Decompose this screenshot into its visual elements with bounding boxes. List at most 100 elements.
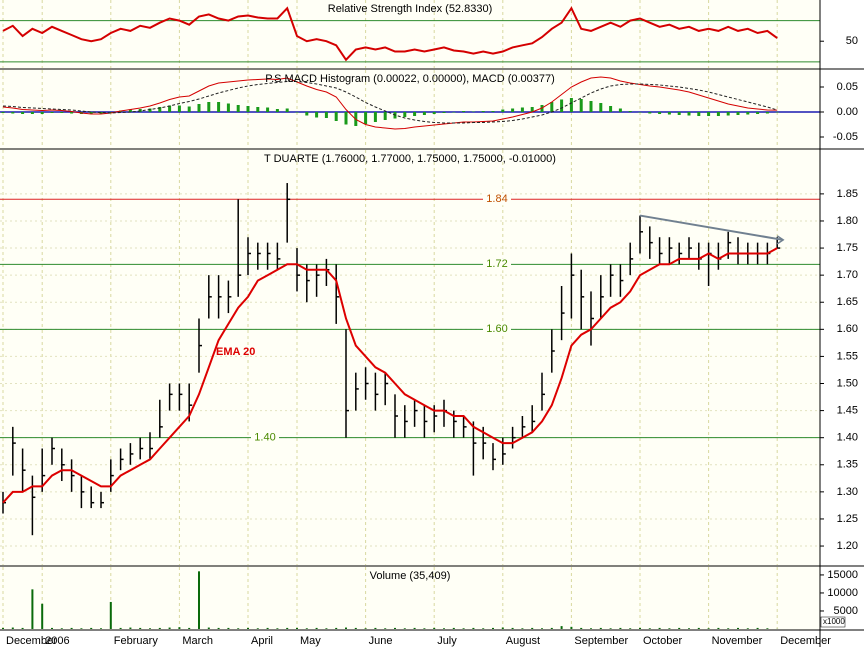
histogram-bar — [569, 98, 573, 112]
histogram-bar — [70, 112, 74, 114]
volume-bar — [41, 603, 44, 629]
y-tick-label: 1.40 — [837, 432, 858, 444]
histogram-bar — [217, 102, 221, 112]
volume-bar — [139, 627, 142, 629]
volume-bar — [51, 627, 53, 629]
histogram-bar — [530, 107, 534, 112]
y-tick-label: 1.80 — [837, 215, 858, 227]
histogram-bar — [726, 112, 730, 116]
volume-bar — [119, 627, 122, 629]
y-tick-label: 15000 — [827, 569, 858, 581]
unit-label-box — [820, 616, 846, 628]
volume-bar — [599, 627, 602, 629]
volume-bar — [60, 628, 63, 629]
y-tick-label: 1.50 — [837, 377, 858, 389]
volume-bar — [443, 628, 445, 629]
histogram-bar — [628, 111, 632, 112]
histogram-bar — [246, 106, 250, 112]
histogram-bar — [520, 107, 524, 112]
volume-bar — [384, 628, 387, 629]
histogram-bar — [687, 112, 691, 116]
y-tick-label: 1.45 — [837, 405, 858, 417]
volume-bar — [423, 628, 426, 629]
histogram-bar — [775, 111, 779, 113]
volume-bar — [550, 627, 553, 629]
volume-bar — [198, 571, 200, 629]
volume-bar — [276, 628, 279, 629]
histogram-bar — [511, 108, 515, 112]
volume-bar — [413, 627, 416, 629]
histogram-bar — [50, 112, 54, 113]
y-tick-label: 1.20 — [837, 540, 858, 552]
histogram-bar — [579, 99, 583, 112]
level-label-bg — [483, 193, 511, 206]
histogram-bar — [266, 107, 270, 112]
volume-bar — [129, 627, 132, 629]
histogram-bar — [697, 112, 701, 116]
level-label: 1.84 — [486, 193, 507, 205]
histogram-bar — [207, 102, 211, 112]
y-tick-label: 1.70 — [837, 269, 858, 281]
volume-bar — [90, 627, 93, 629]
histogram-bar — [618, 108, 622, 112]
histogram-bar — [413, 112, 417, 116]
volume-bar — [492, 627, 494, 629]
trendline — [639, 214, 784, 241]
histogram-bar — [481, 111, 485, 112]
level-label: 1.72 — [486, 258, 507, 270]
volume-bar — [511, 627, 514, 629]
histogram-bar — [432, 112, 436, 114]
volume-bar — [580, 627, 583, 629]
histogram-bar — [30, 112, 34, 114]
y-tick-label: 10000 — [827, 587, 858, 599]
histogram-bar — [295, 112, 299, 113]
histogram-bar — [422, 112, 426, 115]
annotation: EMA 20 — [216, 346, 255, 358]
histogram-bar — [256, 107, 260, 112]
x-tick-label: April — [251, 635, 273, 647]
volume-bar — [168, 627, 171, 629]
volume-bar — [462, 628, 465, 629]
volume-bar — [296, 627, 298, 629]
macd-line — [2, 81, 778, 124]
volume-bar — [149, 628, 151, 629]
y-tick-label: 1.25 — [837, 513, 858, 525]
unit-label: x1000 — [823, 617, 845, 626]
x-tick-label: September — [574, 635, 628, 647]
histogram-bar — [197, 104, 201, 112]
volume-bar — [354, 627, 357, 629]
volume-bar — [756, 627, 759, 629]
volume-bar — [766, 628, 769, 629]
histogram-bar — [589, 101, 593, 112]
histogram-bar — [658, 112, 662, 114]
volume-bar — [560, 626, 563, 629]
y-tick-label: 1.35 — [837, 459, 858, 471]
histogram-bar — [373, 112, 377, 122]
volume-bar — [158, 627, 161, 629]
volume-bar — [237, 628, 240, 629]
level-label-bg — [483, 258, 511, 271]
histogram-bar — [275, 109, 279, 112]
histogram-bar — [442, 112, 446, 113]
x-tick-label: August — [506, 635, 540, 647]
plot-background — [0, 0, 820, 630]
x-tick-label: 2006 — [45, 635, 69, 647]
panel-title: P.S MACD Histogram (0.00022, 0.00000), M… — [265, 73, 555, 85]
volume-bar — [286, 627, 289, 629]
volume-bar — [2, 627, 4, 629]
y-tick-label: 1.30 — [837, 486, 858, 498]
histogram-bar — [60, 112, 64, 113]
panel-title: Relative Strength Index (52.8330) — [328, 3, 493, 15]
histogram-bar — [128, 109, 132, 112]
volume-bar — [21, 627, 24, 629]
volume-bar — [335, 627, 338, 629]
histogram-bar — [452, 112, 456, 113]
volume-bar — [541, 628, 543, 629]
histogram-bar — [667, 112, 671, 115]
volume-bar — [374, 627, 377, 629]
level-label: 1.40 — [254, 432, 275, 444]
level-label-bg — [483, 323, 511, 336]
volume-bar — [688, 628, 690, 629]
